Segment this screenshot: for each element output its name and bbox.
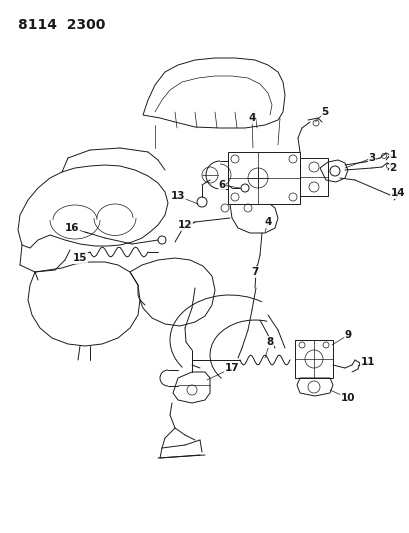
Text: 8: 8 <box>266 337 273 347</box>
Text: 16: 16 <box>65 223 79 233</box>
Text: 6: 6 <box>218 180 225 190</box>
Text: 8114  2300: 8114 2300 <box>18 18 105 32</box>
Text: 13: 13 <box>170 191 185 201</box>
Text: 9: 9 <box>344 330 351 340</box>
Text: 11: 11 <box>360 357 374 367</box>
Text: 5: 5 <box>321 107 328 117</box>
Text: 4: 4 <box>248 113 255 123</box>
Text: 2: 2 <box>389 163 396 173</box>
Text: 7: 7 <box>251 267 258 277</box>
Text: 14: 14 <box>390 188 405 198</box>
Text: 15: 15 <box>72 253 87 263</box>
Text: 4: 4 <box>264 217 271 227</box>
Text: 3: 3 <box>367 153 375 163</box>
Text: 10: 10 <box>340 393 354 403</box>
Text: 1: 1 <box>389 150 396 160</box>
Text: 17: 17 <box>224 363 239 373</box>
Text: 12: 12 <box>178 220 192 230</box>
